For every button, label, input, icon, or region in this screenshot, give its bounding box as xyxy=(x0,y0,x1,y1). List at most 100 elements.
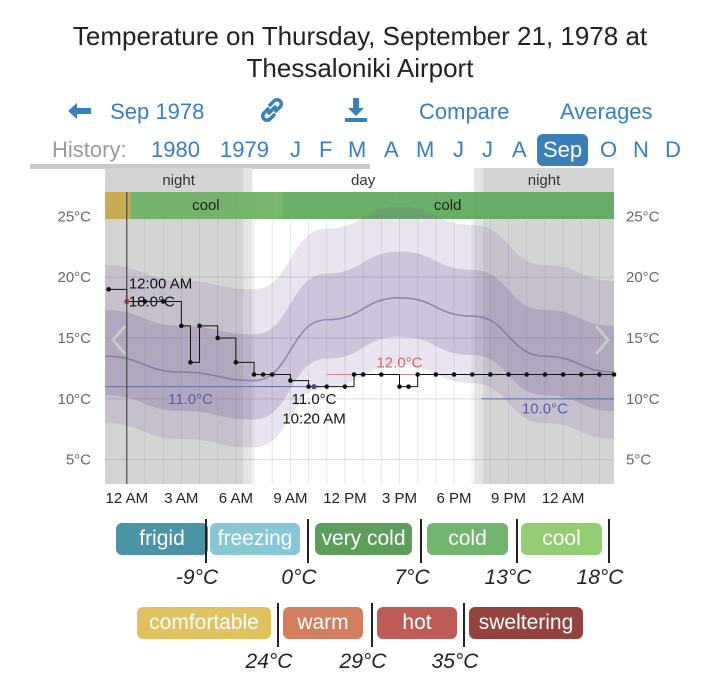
y-tick-label-left: 20°C xyxy=(57,269,91,286)
history-bar: History: 1980 1979 J F M A M J J A Sep O… xyxy=(0,134,720,166)
month-link-nov[interactable]: N xyxy=(633,137,649,162)
legend-tick xyxy=(277,603,279,647)
observed-point xyxy=(397,384,402,389)
link-icon[interactable] xyxy=(258,96,286,128)
y-tick-label-left: 5°C xyxy=(66,452,91,469)
annotation-label-0: 12:00 AM xyxy=(129,275,192,292)
y-tick-label-right: 25°C xyxy=(626,208,660,225)
observed-point xyxy=(269,372,275,377)
month-link-sep[interactable]: Sep xyxy=(537,134,589,166)
average-band-outer xyxy=(105,206,614,448)
y-tick-label-left: 25°C xyxy=(57,208,91,225)
temperature-chart: night day night cool cold 12:00 AM 18.0°C 11.0°… xyxy=(57,168,660,507)
day-band-label-0: night xyxy=(162,172,195,189)
average-line xyxy=(104,297,615,382)
observed-point xyxy=(260,372,266,377)
observed-point xyxy=(542,372,548,377)
y-tick-label-right: 20°C xyxy=(626,269,660,286)
category-band-0 xyxy=(105,192,131,219)
month-link-oct[interactable]: O xyxy=(600,137,618,162)
month-link-apr[interactable]: A xyxy=(384,137,399,162)
year-link-1980[interactable]: 1980 xyxy=(151,137,200,162)
legend-chip-warm: warm xyxy=(283,607,363,639)
month-link-may[interactable]: M xyxy=(416,137,435,162)
observed-point xyxy=(197,323,202,329)
x-tick-label: 9 PM xyxy=(491,490,526,507)
legend-tick xyxy=(307,519,309,563)
legend-chip-comfortable: comfortable xyxy=(137,607,271,639)
annotation-label-4: 10:20 AM xyxy=(282,410,345,427)
day-band-label-2: night xyxy=(528,172,561,189)
legend-chip-sweltering: sweltering xyxy=(469,607,583,639)
legend-tick xyxy=(516,519,518,563)
legend-tick xyxy=(205,519,207,563)
legend-tick-label: 13°C xyxy=(484,566,532,589)
x-tick-label: 12 AM xyxy=(106,490,149,507)
compare-link[interactable]: Compare xyxy=(419,99,510,124)
night-band-0 xyxy=(105,168,253,484)
legend-chip-hot: hot xyxy=(377,607,457,639)
month-link-dec[interactable]: D xyxy=(665,137,681,162)
y-tick-label-right: 5°C xyxy=(626,452,651,469)
category-band-label-2: cold xyxy=(434,197,462,214)
legend-tick-label: 24°C xyxy=(245,650,293,673)
legend-chip-frigid: frigid xyxy=(116,523,208,555)
observed-point xyxy=(142,299,148,304)
observed-point xyxy=(560,372,566,377)
legend-tick-label: 0°C xyxy=(281,566,317,589)
chevron-left-icon xyxy=(111,325,127,355)
observed-point xyxy=(188,360,193,365)
category-band-label-1: cool xyxy=(192,197,220,214)
observed-point xyxy=(415,372,420,377)
observed-point xyxy=(106,287,111,292)
dawn-band xyxy=(243,168,253,484)
observed-point xyxy=(288,378,293,383)
annotation-label-6: 10.0°C xyxy=(522,401,568,418)
x-tick-label: 12 AM xyxy=(542,490,585,507)
year-link-1979[interactable]: 1979 xyxy=(220,137,269,162)
dusk-band xyxy=(474,168,484,484)
month-link-jan[interactable]: J xyxy=(290,137,301,162)
observed-point xyxy=(488,372,493,377)
chevron-right-icon xyxy=(594,325,610,355)
legend-tick-label: 29°C xyxy=(339,650,387,673)
observed-point xyxy=(360,372,366,377)
observed-point xyxy=(233,360,239,365)
min-point xyxy=(311,384,317,390)
y-tick-label-right: 15°C xyxy=(626,330,660,347)
average-band-inner xyxy=(105,251,614,420)
prev-month-link[interactable]: Sep 1978 xyxy=(66,96,204,128)
legend-tick xyxy=(463,603,465,647)
download-icon[interactable] xyxy=(343,96,369,128)
observed-point xyxy=(379,372,384,377)
y-tick-label-left: 10°C xyxy=(57,391,91,408)
observed-point xyxy=(578,372,584,377)
legend-chip-very-cold: very cold xyxy=(315,523,412,555)
x-tick-label: 9 AM xyxy=(273,490,307,507)
observed-point xyxy=(611,372,617,377)
observed-point xyxy=(597,372,602,377)
x-tick-label: 12 PM xyxy=(323,490,366,507)
month-link-mar[interactable]: M xyxy=(348,137,367,162)
averages-link[interactable]: Averages xyxy=(560,99,653,124)
legend-tick xyxy=(371,603,373,647)
legend-chip-cold: cold xyxy=(427,523,508,555)
month-link-jul[interactable]: J xyxy=(482,137,493,162)
arrow-left-icon xyxy=(66,96,94,128)
observed-point xyxy=(524,372,530,377)
legend-tick-label: 35°C xyxy=(431,650,479,673)
observed-point xyxy=(251,372,257,377)
category-band-2 xyxy=(281,192,614,219)
observed-point xyxy=(215,335,221,341)
page-title: Temperature on Thursday, September 21, 1… xyxy=(72,21,648,83)
category-band-1 xyxy=(130,192,282,219)
annotation-label-1: 18.0°C xyxy=(129,294,175,311)
x-tick-label: 3 AM xyxy=(164,490,198,507)
month-link-jun[interactable]: J xyxy=(453,137,464,162)
month-link-feb[interactable]: F xyxy=(319,137,333,162)
legend-tick xyxy=(420,519,422,563)
month-link-aug[interactable]: A xyxy=(512,137,527,162)
annotation-label-5: 12.0°C xyxy=(376,354,422,371)
annotation-label-2: 11.0°C xyxy=(168,391,213,408)
observed-point xyxy=(324,384,330,389)
